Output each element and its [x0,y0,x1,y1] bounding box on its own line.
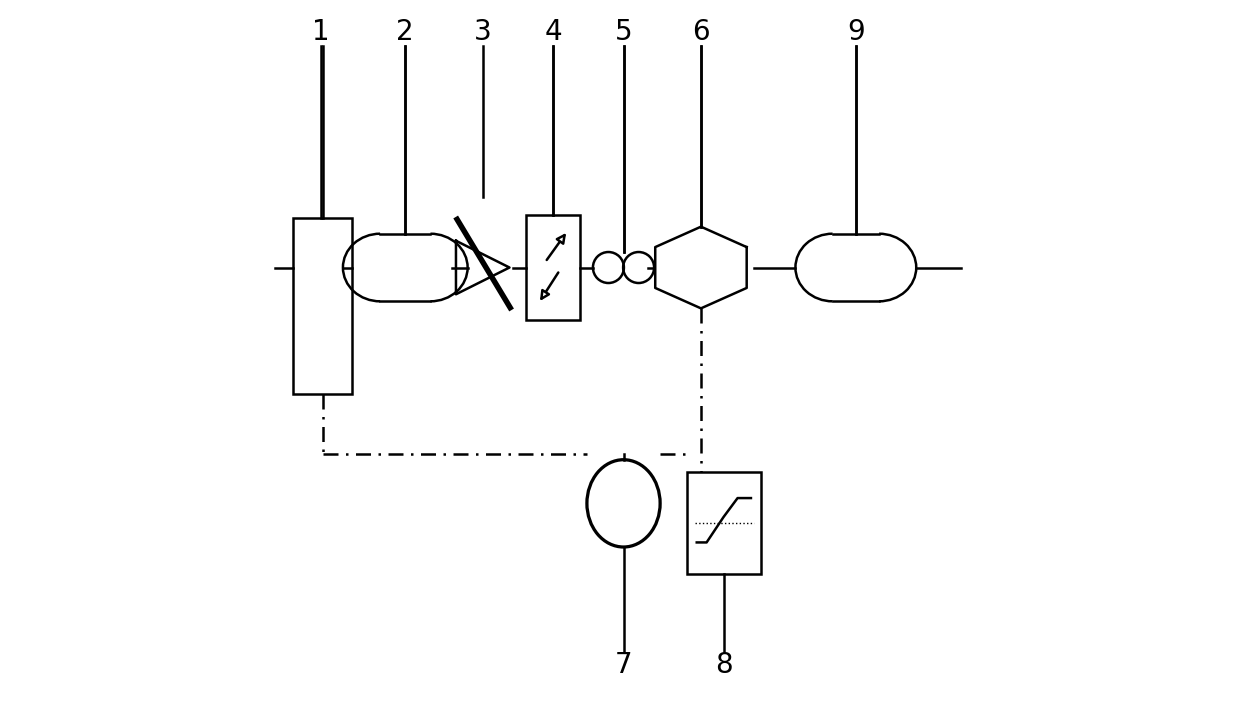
Text: 4: 4 [544,18,562,46]
Bar [687,472,761,574]
Bar [526,215,580,320]
Text: 8: 8 [715,651,733,679]
Text: 6: 6 [692,18,709,46]
Text: 3: 3 [474,18,491,46]
Text: 5: 5 [615,18,632,46]
Text: 2: 2 [397,18,414,46]
Text: 7: 7 [615,651,632,679]
Bar [293,218,352,394]
Text: 1: 1 [312,18,330,46]
Text: 9: 9 [847,18,864,46]
